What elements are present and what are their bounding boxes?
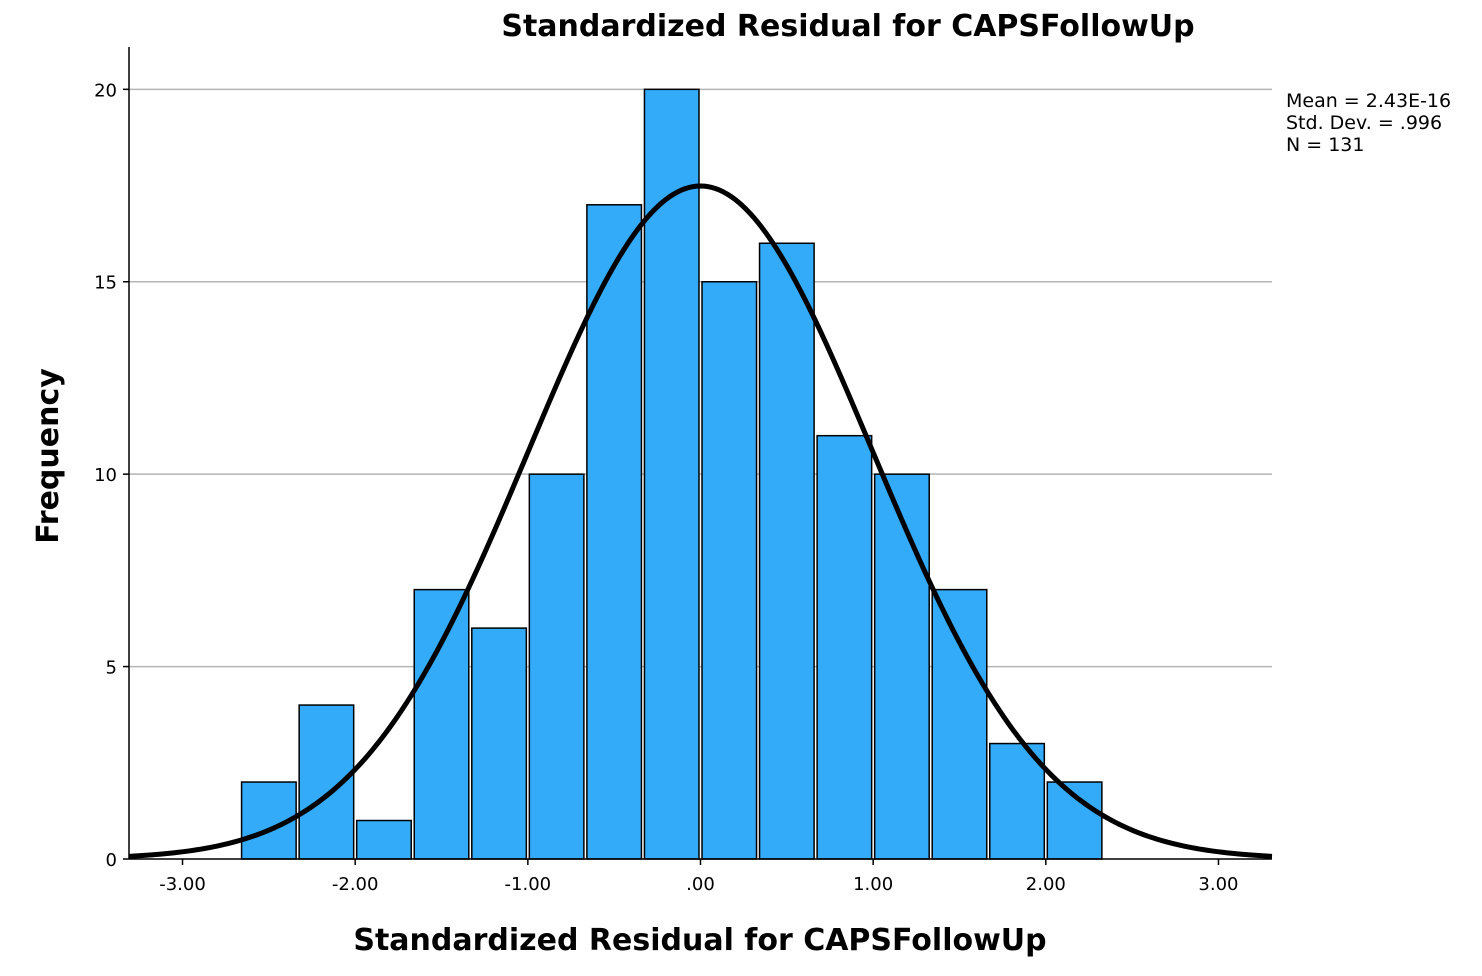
- histogram-bar-7: [643, 88, 700, 860]
- y-tick-labels: 0 5 10 15 20: [94, 80, 129, 871]
- histogram-bar-10: [816, 434, 873, 860]
- stats-n: N = 131: [1286, 134, 1364, 156]
- x-tick-label-0: -3.00: [159, 874, 206, 895]
- x-axis-label: Standardized Residual for CAPSFollowUp: [353, 923, 1046, 958]
- histogram-bar-9: [758, 242, 815, 860]
- histogram-bar-2: [355, 819, 412, 860]
- x-tick-label-5: 2.00: [1026, 874, 1066, 895]
- normal-curve-group: [128, 183, 1273, 859]
- y-tick-label-2: 10: [94, 465, 117, 486]
- histogram-bar-6: [586, 204, 643, 860]
- normal-curve: [128, 183, 1273, 859]
- x-tick-label-6: 3.00: [1198, 874, 1238, 895]
- y-tick-label-1: 5: [106, 658, 117, 679]
- stats-legend: Mean = 2.43E-16 Std. Dev. = .996 N = 131: [1286, 90, 1451, 156]
- histogram-bar-5: [528, 473, 585, 860]
- histogram-bar-4: [471, 627, 528, 860]
- x-tick-label-2: -1.00: [505, 874, 552, 895]
- y-axis-label: Frequency: [31, 368, 66, 544]
- bars: [240, 88, 1103, 860]
- y-tick-label-0: 0: [106, 850, 117, 871]
- chart-title: Standardized Residual for CAPSFollowUp: [501, 9, 1194, 44]
- stats-mean: Mean = 2.43E-16: [1286, 90, 1451, 112]
- histogram-bar-11: [873, 473, 930, 860]
- histogram-bar-13: [989, 742, 1046, 860]
- histogram-bar-8: [701, 280, 758, 860]
- y-tick-label-4: 20: [94, 80, 117, 101]
- x-tick-label-3: .00: [686, 874, 715, 895]
- gridlines: [129, 88, 1272, 668]
- histogram-bar-3: [413, 588, 470, 860]
- x-tick-labels: -3.00 -2.00 -1.00 .00 1.00 2.00 3.00: [159, 859, 1239, 895]
- x-tick-label-4: 1.00: [853, 874, 893, 895]
- histogram-bar-12: [931, 588, 988, 860]
- y-tick-label-3: 15: [94, 273, 117, 294]
- x-tick-label-1: -2.00: [332, 874, 379, 895]
- stats-std-dev: Std. Dev. = .996: [1286, 112, 1442, 134]
